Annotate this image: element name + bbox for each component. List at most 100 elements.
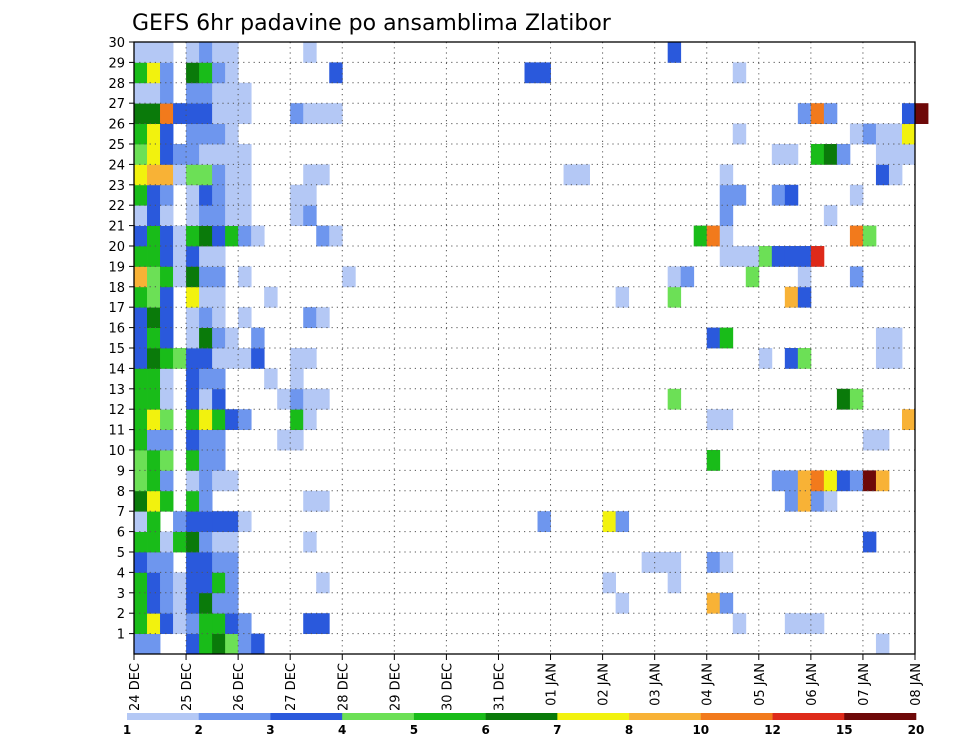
- heatmap-cell: [862, 123, 877, 145]
- y-tick-label: 28: [108, 77, 125, 92]
- heatmap-cell: [134, 225, 148, 247]
- heatmap-cell: [745, 246, 760, 267]
- heatmap-cell: [160, 184, 174, 206]
- heatmap-cell: [212, 388, 226, 410]
- heatmap-cell: [238, 82, 252, 104]
- heatmap-cell: [303, 388, 317, 410]
- heatmap-cell: [212, 144, 226, 165]
- heatmap-cell: [290, 409, 304, 430]
- heatmap-cell: [888, 123, 903, 145]
- heatmap-cell: [160, 450, 174, 471]
- heatmap-cell: [134, 429, 148, 451]
- heatmap-cell: [290, 205, 304, 226]
- y-tick-label: 26: [108, 118, 125, 133]
- x-tick-label: 24 DEC: [128, 663, 143, 711]
- heatmap-cell: [212, 103, 226, 124]
- heatmap-cell: [134, 613, 148, 634]
- colorbar-label: 2: [195, 723, 203, 737]
- y-tick-label: 11: [108, 424, 125, 439]
- heatmap-cell: [238, 307, 252, 328]
- heatmap-cell: [771, 470, 786, 492]
- heatmap-cell: [186, 123, 200, 145]
- heatmap-cell: [264, 286, 278, 308]
- heatmap-cell: [784, 490, 799, 512]
- heatmap-cell: [758, 348, 773, 369]
- heatmap-cell: [147, 470, 161, 492]
- colorbar-legend: 1 2 3 4 5 6 7 8 10 12 15 20: [123, 713, 924, 737]
- heatmap-cell: [212, 572, 226, 594]
- heatmap-cell: [316, 164, 330, 186]
- heatmap-cell: [134, 633, 148, 655]
- colorbar-swatch: [198, 713, 271, 720]
- heatmap-cell: [875, 144, 890, 165]
- heatmap-cell: [160, 388, 174, 410]
- heatmap-cell: [186, 246, 200, 267]
- y-tick-label: 12: [108, 403, 125, 418]
- heatmap-cell: [212, 62, 226, 84]
- heatmap-cell: [134, 42, 148, 63]
- heatmap-cell: [303, 307, 317, 328]
- colorbar-swatch: [127, 713, 200, 720]
- heatmap-cell: [901, 409, 916, 430]
- heatmap-cell: [797, 613, 812, 634]
- heatmap-cell: [212, 266, 226, 288]
- heatmap-cell: [147, 184, 161, 206]
- heatmap-cell: [212, 592, 226, 614]
- colorbar-swatch: [700, 713, 773, 720]
- heatmap-cell: [212, 368, 226, 390]
- heatmap-cell: [225, 225, 239, 247]
- heatmap-cell: [212, 286, 226, 308]
- heatmap-cell: [915, 103, 929, 124]
- heatmap-cell: [875, 164, 890, 186]
- heatmap-cell: [849, 123, 864, 145]
- heatmap-cell: [875, 470, 890, 492]
- heatmap-cell: [199, 82, 213, 104]
- heatmap-cell: [212, 123, 226, 145]
- heatmap-cell: [173, 613, 187, 634]
- heatmap-cell: [225, 144, 239, 165]
- heatmap-cell: [186, 552, 200, 573]
- heatmap-cell: [888, 164, 903, 186]
- heatmap-cell: [186, 592, 200, 614]
- heatmap-cell: [199, 531, 213, 553]
- heatmap-cell: [784, 470, 799, 492]
- heatmap-cell: [160, 123, 174, 145]
- x-tick-label: 08 JAN: [909, 663, 924, 706]
- heatmap-cell: [706, 552, 721, 573]
- colorbar-swatch: [485, 713, 558, 720]
- y-tick-label: 17: [108, 301, 125, 316]
- heatmap-cell: [875, 429, 890, 451]
- heatmap-cell: [316, 613, 330, 634]
- heatmap-cell: [199, 409, 213, 430]
- heatmap-cell: [784, 613, 799, 634]
- y-tick-label: 21: [108, 220, 125, 235]
- heatmap-cell: [134, 572, 148, 594]
- heatmap-cell: [134, 327, 148, 349]
- y-tick-label: 29: [108, 56, 125, 71]
- heatmap-cell: [316, 225, 330, 247]
- heatmap-cell: [160, 470, 174, 492]
- heatmap-cell: [225, 409, 239, 430]
- heatmap-cell: [173, 511, 187, 532]
- heatmap-cell: [186, 327, 200, 349]
- heatmap-cell: [797, 246, 812, 267]
- heatmap-cell: [706, 327, 721, 349]
- heatmap-cell: [134, 205, 148, 226]
- heatmap-cell: [823, 490, 838, 512]
- heatmap-cell: [238, 205, 252, 226]
- heatmap-cell: [160, 42, 174, 63]
- heatmap-cell: [225, 164, 239, 186]
- heatmap-cell: [771, 246, 786, 267]
- heatmap-cell: [199, 164, 213, 186]
- heatmap-cell: [199, 592, 213, 614]
- heatmap-cell: [238, 225, 252, 247]
- heatmap-cell: [875, 327, 890, 349]
- heatmap-cell: [186, 490, 200, 512]
- heatmap-cell: [238, 103, 252, 124]
- heatmap-cell: [212, 613, 226, 634]
- heatmap-cell: [901, 144, 916, 165]
- heatmap-cell: [238, 409, 252, 430]
- heatmap-cell: [264, 368, 278, 390]
- heatmap-cell: [199, 266, 213, 288]
- heatmap-cell: [238, 184, 252, 206]
